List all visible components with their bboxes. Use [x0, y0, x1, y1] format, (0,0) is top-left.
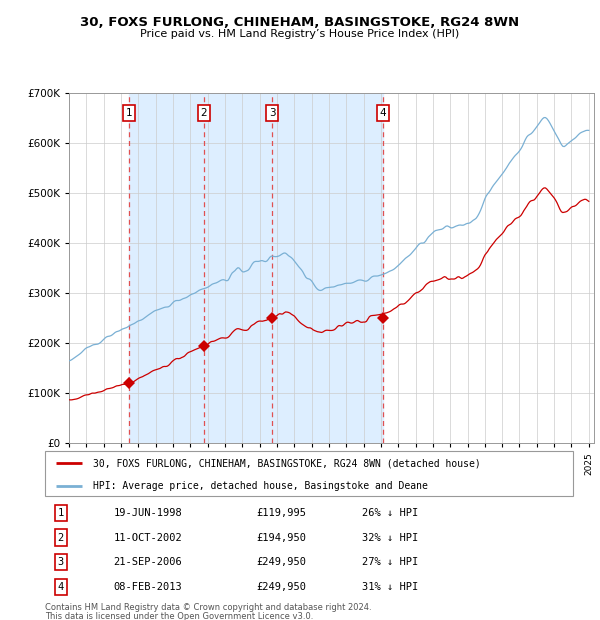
Text: 21-SEP-2006: 21-SEP-2006 — [113, 557, 182, 567]
FancyBboxPatch shape — [45, 451, 573, 496]
Bar — [129, 93, 383, 443]
Text: 30, FOXS FURLONG, CHINEHAM, BASINGSTOKE, RG24 8WN: 30, FOXS FURLONG, CHINEHAM, BASINGSTOKE,… — [80, 16, 520, 29]
Text: 11-OCT-2002: 11-OCT-2002 — [113, 533, 182, 542]
Text: Contains HM Land Registry data © Crown copyright and database right 2024.: Contains HM Land Registry data © Crown c… — [45, 603, 371, 612]
Text: £249,950: £249,950 — [256, 582, 306, 592]
Text: 30, FOXS FURLONG, CHINEHAM, BASINGSTOKE, RG24 8WN (detached house): 30, FOXS FURLONG, CHINEHAM, BASINGSTOKE,… — [92, 458, 480, 469]
Text: 2: 2 — [58, 533, 64, 542]
Text: 31% ↓ HPI: 31% ↓ HPI — [362, 582, 418, 592]
Text: 2: 2 — [200, 108, 207, 118]
Text: This data is licensed under the Open Government Licence v3.0.: This data is licensed under the Open Gov… — [45, 612, 313, 620]
Text: HPI: Average price, detached house, Basingstoke and Deane: HPI: Average price, detached house, Basi… — [92, 481, 427, 491]
Text: 26% ↓ HPI: 26% ↓ HPI — [362, 508, 418, 518]
Text: 27% ↓ HPI: 27% ↓ HPI — [362, 557, 418, 567]
Text: 3: 3 — [58, 557, 64, 567]
Text: £249,950: £249,950 — [256, 557, 306, 567]
Text: 08-FEB-2013: 08-FEB-2013 — [113, 582, 182, 592]
Text: 32% ↓ HPI: 32% ↓ HPI — [362, 533, 418, 542]
Text: 1: 1 — [125, 108, 132, 118]
Text: 4: 4 — [58, 582, 64, 592]
Text: £194,950: £194,950 — [256, 533, 306, 542]
Text: 3: 3 — [269, 108, 275, 118]
Text: 1: 1 — [58, 508, 64, 518]
Text: Price paid vs. HM Land Registry’s House Price Index (HPI): Price paid vs. HM Land Registry’s House … — [140, 29, 460, 39]
Text: 4: 4 — [379, 108, 386, 118]
Text: 19-JUN-1998: 19-JUN-1998 — [113, 508, 182, 518]
Text: £119,995: £119,995 — [256, 508, 306, 518]
